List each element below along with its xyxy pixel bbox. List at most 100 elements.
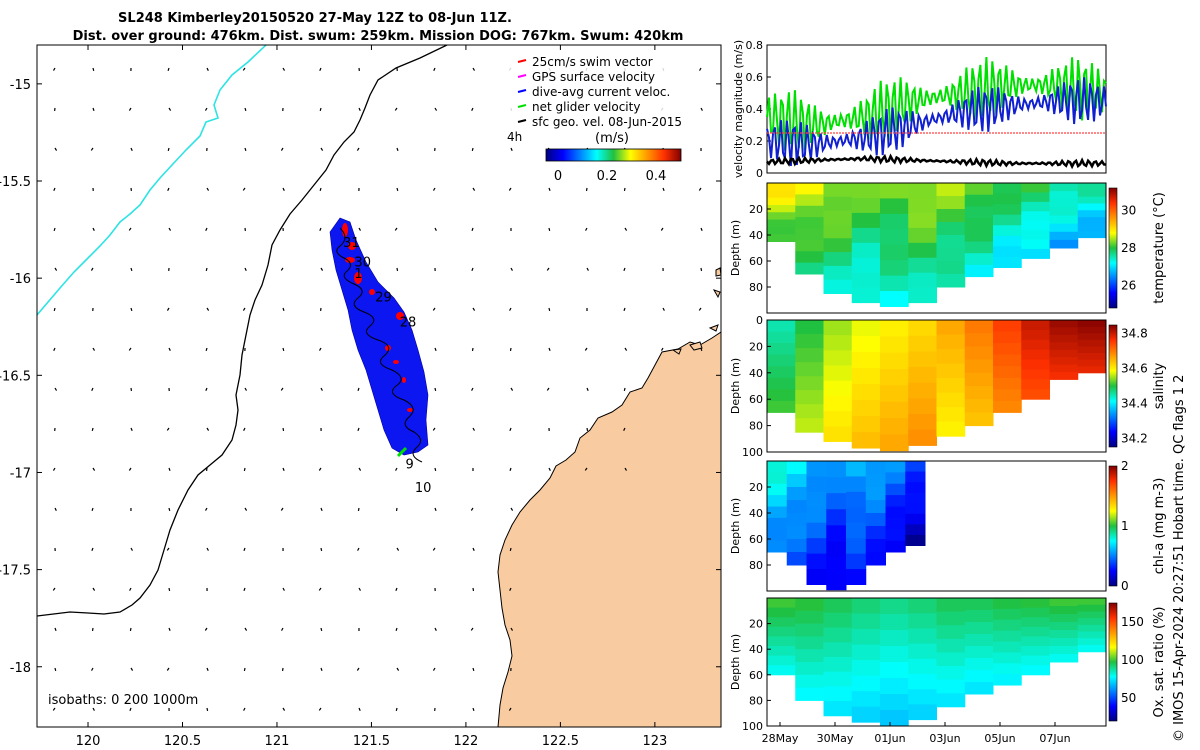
section-cell <box>964 206 994 219</box>
geo-vector <box>91 507 94 512</box>
section-cell <box>1077 326 1107 334</box>
section-cell <box>880 336 909 354</box>
map-ytick-label: -15 <box>10 78 31 93</box>
map-ytick-label: -16 <box>10 272 31 287</box>
colorbar-label: salinity <box>1152 362 1167 409</box>
geo-vector <box>698 187 702 191</box>
geo-vector <box>623 187 626 192</box>
section-cell <box>993 225 1022 237</box>
section-cell <box>885 461 906 473</box>
section-cell <box>1049 349 1079 358</box>
section-cell <box>851 352 881 369</box>
section-cell <box>880 678 909 695</box>
section-cell <box>1049 320 1079 328</box>
geo-vector <box>319 227 322 231</box>
colorbar-tick-label: 1 <box>1121 519 1129 533</box>
geo-vector <box>54 267 58 271</box>
section-cell <box>823 426 853 442</box>
section-xtick-label: 28May <box>762 732 799 745</box>
geo-vector <box>395 467 398 471</box>
map-ytick-label: -15.5 <box>0 175 31 190</box>
geo-vector <box>280 627 284 631</box>
geo-vector <box>243 667 246 672</box>
section-cell <box>993 598 1022 610</box>
section-ytick-label: 0 <box>756 314 763 327</box>
section-cell <box>964 333 994 347</box>
section-cell <box>993 400 1022 413</box>
section-cell <box>795 183 824 195</box>
day-label: 29 <box>375 290 392 305</box>
colorbar-unit: (m/s) <box>595 131 629 146</box>
geo-vector <box>357 507 360 512</box>
geo-vector <box>394 107 398 111</box>
section-xtick-label: 05Jun <box>984 732 1015 745</box>
section-cell <box>865 474 886 488</box>
geo-vector <box>548 467 551 471</box>
section-cell <box>964 399 994 413</box>
geo-vector <box>168 587 171 592</box>
section-cell <box>786 500 807 514</box>
geo-vector <box>243 547 246 552</box>
section-cell <box>851 400 881 417</box>
section-cell <box>786 513 807 527</box>
section-cell <box>1049 239 1079 249</box>
section-cell <box>885 495 906 507</box>
geo-vector <box>432 307 436 311</box>
geo-vector <box>92 67 95 72</box>
section-cell <box>851 336 881 353</box>
geo-vector <box>699 67 702 71</box>
section-cell <box>908 367 937 384</box>
section-cell <box>1021 617 1050 628</box>
geo-vector <box>168 467 171 472</box>
section-cell <box>1021 626 1050 637</box>
section-cell <box>993 641 1022 653</box>
geo-vector <box>396 547 400 551</box>
section-cell <box>851 432 881 449</box>
section-cell <box>908 272 937 289</box>
day-labels: 31 301 29 28 910 <box>343 236 431 496</box>
geo-vector <box>280 507 284 511</box>
map-xtick-label: 123 <box>642 734 667 749</box>
geo-vector <box>53 187 56 191</box>
section-cell <box>767 646 796 657</box>
section-cell <box>993 193 1022 205</box>
section-cell <box>964 372 994 387</box>
geo-vector <box>320 547 323 552</box>
section-cell <box>936 693 966 708</box>
day-label: 9 <box>405 458 413 473</box>
section-cell <box>964 253 994 266</box>
section-cell <box>767 234 796 242</box>
map-xtick-label: 120 <box>76 734 101 749</box>
section-cell <box>795 610 824 625</box>
section-cell <box>767 400 796 413</box>
section-cell <box>880 291 909 307</box>
geo-vector <box>508 187 512 191</box>
colorbar-tick-label: 28 <box>1121 241 1136 255</box>
section-cell <box>1077 333 1107 341</box>
section-cell <box>905 513 926 525</box>
section-cell <box>880 369 909 386</box>
section-cell <box>964 412 994 427</box>
geo-vector <box>129 627 132 632</box>
section-cell <box>908 257 937 274</box>
geo-vector <box>52 587 56 591</box>
geo-vector <box>206 307 210 311</box>
section-cell <box>885 506 906 519</box>
section-cell <box>865 487 886 501</box>
section-cell <box>936 349 966 365</box>
section-cell <box>964 682 994 695</box>
section-cell <box>908 643 937 660</box>
section-cell <box>936 378 966 394</box>
section-cell <box>1077 230 1107 239</box>
section-ytick-label: 60 <box>749 669 763 682</box>
section-colorbar <box>1108 465 1118 587</box>
section-cell <box>1049 646 1079 655</box>
section-cell <box>786 487 807 501</box>
section-cell <box>880 198 909 215</box>
section-cell <box>908 704 937 721</box>
section-ytick-label: 20 <box>749 618 763 631</box>
legend-label: 25cm/s swim vector <box>532 55 653 69</box>
section-cell <box>964 386 994 400</box>
isobath-1000m <box>37 45 267 316</box>
